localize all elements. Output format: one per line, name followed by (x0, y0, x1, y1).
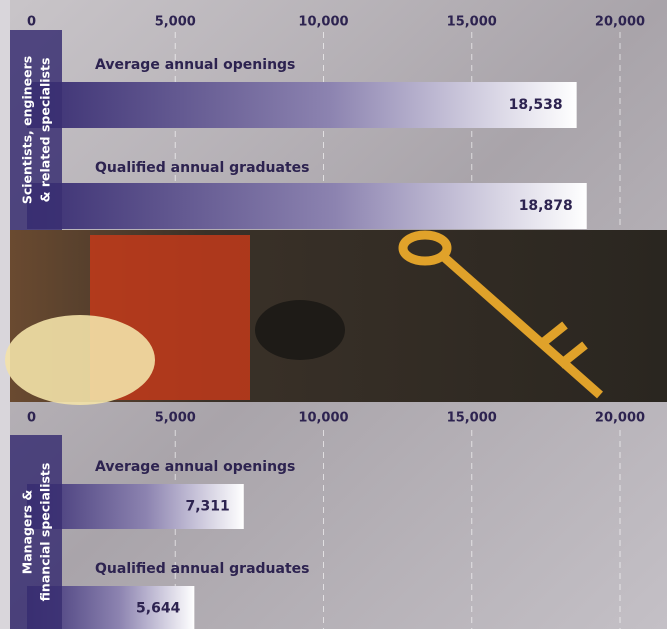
bar (27, 82, 577, 128)
category-label: Qualified annual graduates (95, 160, 309, 176)
group-label: Scientists, engineers (20, 56, 35, 204)
x-tick-label: 5,000 (155, 15, 196, 30)
x-tick-label: 10,000 (298, 411, 348, 426)
x-tick-label: 20,000 (595, 411, 645, 426)
photo-light (5, 315, 155, 405)
x-tick-label: 15,000 (447, 15, 497, 30)
x-tick-label: 15,000 (447, 411, 497, 426)
photo-keyhole (255, 300, 345, 360)
group-label-band (10, 435, 62, 629)
group-label-band (10, 30, 62, 230)
category-label: Qualified annual graduates (95, 561, 309, 577)
group-label: financial specialists (38, 463, 53, 602)
x-tick-label: 10,000 (298, 15, 348, 30)
group-label: Managers & (20, 490, 35, 575)
category-label: Average annual openings (95, 57, 295, 73)
x-tick-label: 0 (27, 411, 36, 426)
category-label: Average annual openings (95, 459, 295, 475)
value-label: 7,311 (185, 499, 229, 515)
left-edge (0, 0, 10, 629)
x-tick-label: 5,000 (155, 411, 196, 426)
value-label: 18,538 (509, 97, 563, 113)
x-tick-label: 0 (27, 15, 36, 30)
bar (27, 484, 244, 529)
group-label: & related specialists (38, 58, 53, 203)
value-label: 18,878 (519, 198, 573, 214)
value-label: 5,644 (136, 601, 181, 617)
x-tick-label: 20,000 (595, 15, 645, 30)
bar (27, 183, 587, 229)
photo-key (398, 230, 603, 399)
